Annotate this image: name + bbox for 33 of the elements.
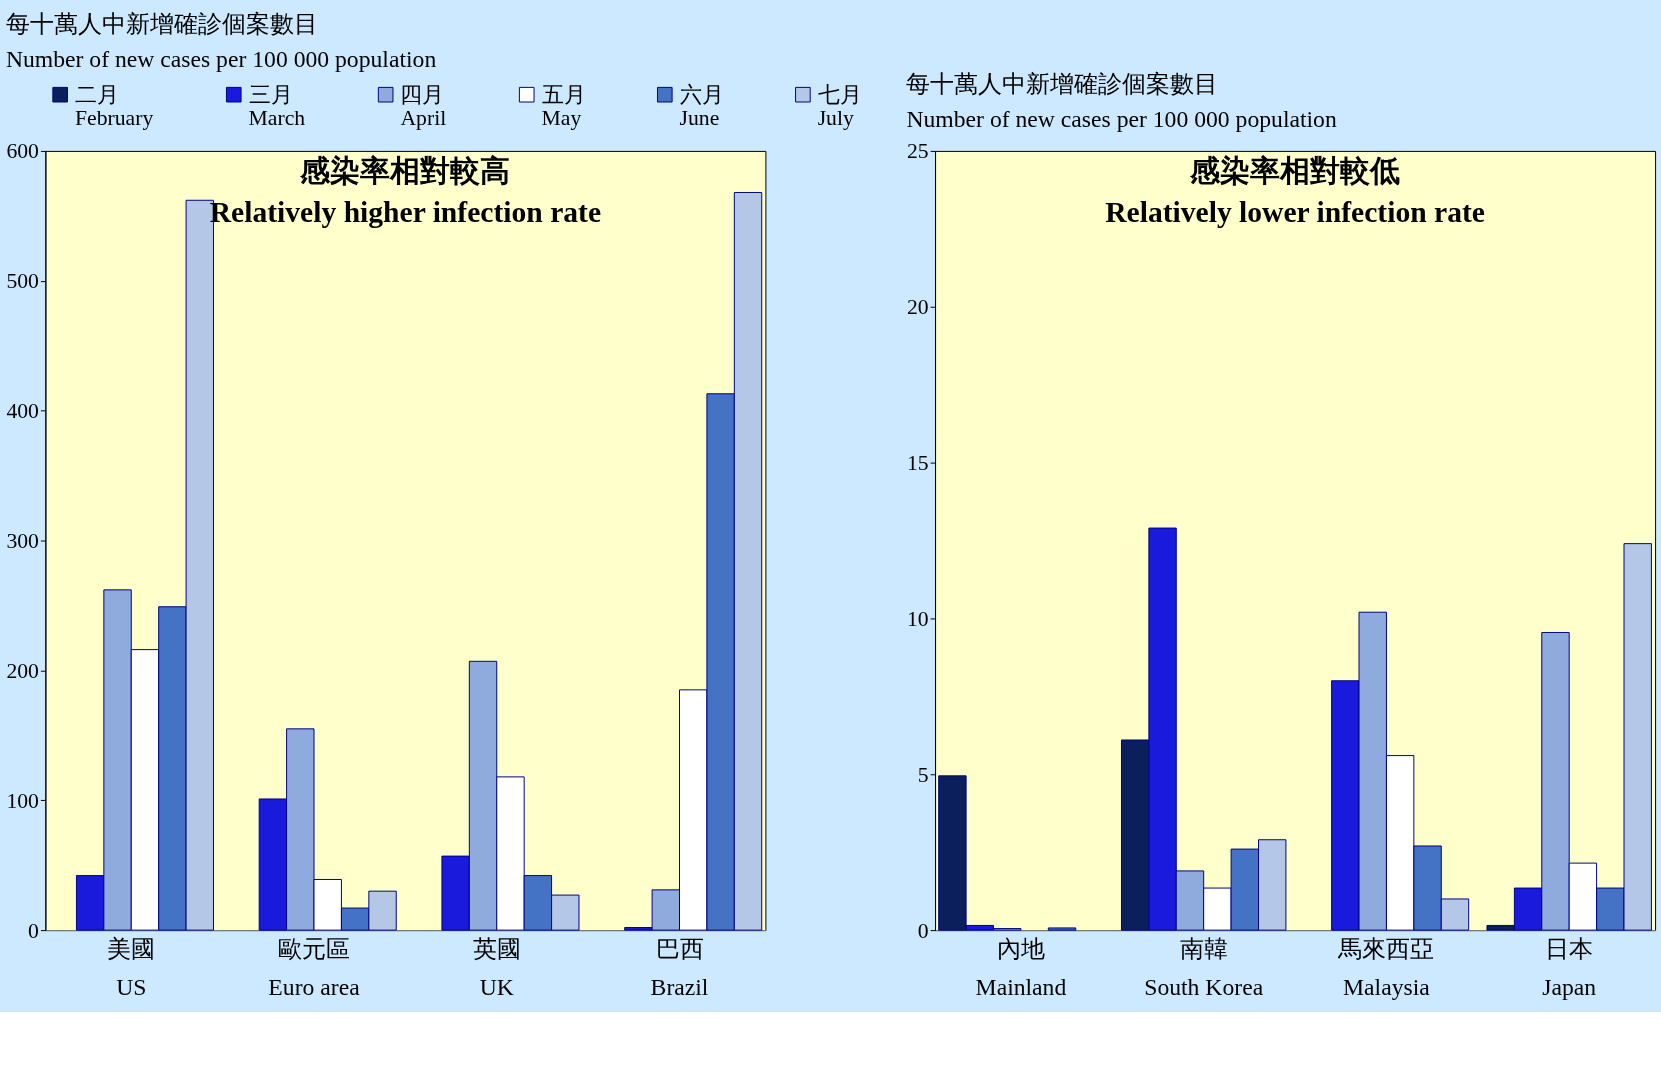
x-tick-label: 巴西 Brazil: [650, 936, 709, 1000]
annotation: 感染率相對較高: [299, 153, 511, 187]
bar: [1047, 927, 1077, 931]
y-tick-label: 20: [906, 295, 929, 320]
y-axis-title: 每十萬人中新增確診個案數目 Number of new cases per 100 000 population: [906, 70, 1337, 133]
y-tick-label: 5: [917, 762, 929, 787]
legend-label: 四月 April: [400, 82, 447, 131]
y-tick-label: 600: [6, 139, 40, 164]
y-tick-label: 200: [6, 658, 40, 683]
legend-label: 二月 February: [74, 82, 154, 131]
x-tick-label: 馬來西亞 Malaysia: [1337, 936, 1435, 1000]
legend-label: 七月 July: [817, 82, 862, 131]
annotation: 感染率相對較低: [1189, 153, 1401, 187]
x-tick-label: 日本 Japan: [1542, 936, 1597, 1000]
y-tick-label: 10: [906, 606, 929, 631]
y-tick-label: 15: [906, 451, 929, 475]
legend-label: 五月 May: [541, 82, 586, 131]
x-tick-label: 美國 US: [107, 936, 156, 1000]
y-axis-title: 每十萬人中新增確診個案數目 Number of new cases per 100 000 population: [5, 10, 437, 73]
y-tick-label: 300: [6, 528, 40, 553]
y-tick-label: 25: [906, 139, 929, 164]
x-tick-label: 南韓 South Korea: [1144, 936, 1264, 1000]
legend-label: 三月 March: [248, 82, 306, 131]
legend-label: 六月 June: [679, 82, 724, 131]
x-tick-label: 內地 Mainland: [975, 936, 1067, 1000]
y-tick-label: 400: [6, 399, 40, 424]
y-tick-label: 100: [6, 788, 40, 813]
x-tick-label: 歐元區 Euro area: [268, 936, 361, 1000]
y-tick-label: 0: [917, 918, 929, 943]
annotation: Relatively lower infection rate: [1105, 195, 1485, 228]
x-tick-label: 英國 UK: [472, 936, 521, 1000]
y-tick-label: 500: [6, 269, 40, 294]
y-tick-label: 0: [28, 918, 40, 943]
